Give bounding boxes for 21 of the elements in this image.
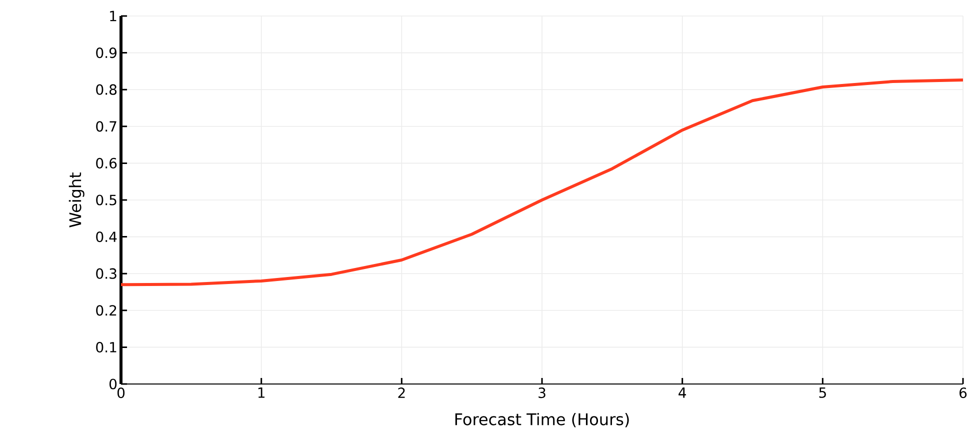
x-tick-label: 2 — [398, 388, 405, 398]
y-tick-label: 0 — [109, 378, 117, 390]
line-series — [121, 78, 964, 286]
x-tick-label: 0 — [117, 388, 125, 398]
y-tick-label: 0.9 — [96, 48, 116, 58]
y-tick-label: 0.8 — [96, 84, 117, 95]
y-tick-label: 0.6 — [96, 158, 117, 168]
x-tick-label: 3 — [538, 388, 546, 398]
y-tick-label: 0.7 — [96, 121, 116, 132]
x-tick-label: 4 — [678, 388, 686, 398]
y-tick-label: 0.3 — [96, 268, 116, 279]
y-tick-label: 0.5 — [96, 194, 116, 206]
y-tick-label: 0.2 — [96, 305, 116, 316]
x-axis-title: Forecast Time (Hours) — [455, 412, 629, 428]
y-axis-title: Weight — [68, 172, 84, 228]
x-tick-label: 1 — [258, 388, 264, 398]
x-tick-label: 6 — [960, 388, 967, 398]
y-tick-label: 0.1 — [96, 342, 116, 352]
x-tick-label: 5 — [819, 388, 826, 398]
y-tick-label: 1 — [110, 10, 116, 22]
y-tick-label: 0.4 — [96, 232, 117, 242]
